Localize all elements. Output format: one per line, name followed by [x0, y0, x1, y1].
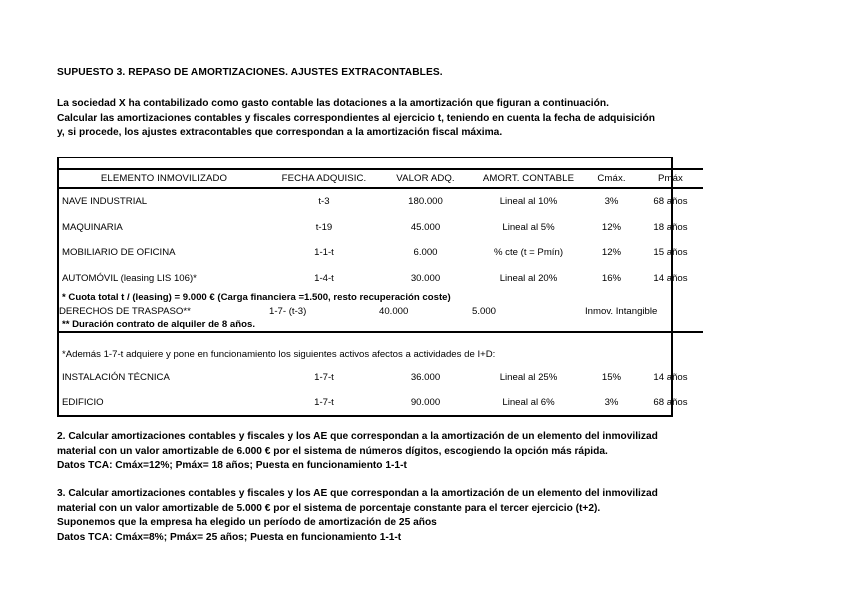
question-2: 2. Calcular amortizaciones contables y f… [57, 430, 848, 474]
amortization-table-container: ELEMENTO INMOVILIZADO FECHA ADQUISIC. VA… [57, 156, 703, 418]
cell-valor: 180.000 [408, 196, 443, 208]
cell-fecha: 1-7-t [314, 397, 334, 409]
question-3-line-3: Suponemos que la empresa ha elegido un p… [57, 517, 437, 529]
table-row: NAVE INDUSTRIAL t-3 180.000 Lineal al 10… [59, 188, 703, 215]
cell-fecha: 1-4-t [314, 272, 334, 284]
cell-valor: 30.000 [410, 272, 441, 284]
column-header-valor: VALOR ADQ. [379, 168, 472, 189]
table-row: EDIFICIO 1-7-t 90.000 Lineal al 6% 3% 68… [59, 390, 703, 416]
table-row: INSTALACIÓN TÉCNICA 1-7-t 36.000 Lineal … [59, 364, 703, 390]
table-section-divider-row [59, 331, 703, 345]
cell-pmax: 15 años [653, 247, 688, 259]
cell-inmov-intangible: Inmov. Intangible [585, 305, 658, 317]
footnote-traspaso-row: ** Duración contrato de alquiler de 8 añ… [59, 318, 703, 333]
column-header-amort: AMORT. CONTABLE [472, 168, 585, 189]
cell-cmax: 3% [604, 196, 619, 208]
table-top-spacer-row [59, 157, 703, 170]
cell-valor: 40.000 [379, 305, 409, 317]
cell-elemento: EDIFICIO [62, 397, 104, 409]
cell-cmax: 12% [601, 221, 622, 233]
cell-amort: Lineal al 25% [499, 371, 558, 383]
cell-pmax: 18 años [653, 221, 688, 233]
cell-elemento: INSTALACIÓN TÉCNICA [62, 371, 170, 383]
question-2-line-3: Datos TCA: Cmáx=12%; Pmáx= 18 años; Pues… [57, 460, 407, 472]
table-row: AUTOMÓVIL (leasing LIS 106)* 1-4-t 30.00… [59, 265, 703, 291]
cell-cmax: 3% [604, 397, 619, 409]
cell-amort: Lineal al 20% [499, 272, 558, 284]
cell-elemento: DERECHOS DE TRASPASO** [59, 305, 191, 317]
cell-elemento: AUTOMÓVIL (leasing LIS 106)* [62, 272, 197, 284]
footnote-leasing: * Cuota total t / (leasing) = 9.000 € (C… [62, 292, 451, 304]
cell-fecha: 1-7- (t-3) [269, 305, 307, 317]
question-3-line-2: material con un valor amortizable de 5.0… [57, 502, 601, 514]
question-3-line-1: 3. Calcular amortizaciones contables y f… [57, 488, 658, 500]
cell-elemento: MAQUINARIA [62, 221, 123, 233]
question-3: 3. Calcular amortizaciones contables y f… [57, 487, 848, 545]
footnote-traspaso: ** Duración contrato de alquiler de 8 añ… [62, 319, 255, 331]
intro-line-3: y, si procede, los ajustes extracontable… [57, 127, 503, 139]
cell-valor: 90.000 [410, 397, 441, 409]
cell-cmax: 12% [601, 247, 622, 259]
table-top-spacer-cell [59, 157, 703, 170]
document-body: SUPUESTO 3. REPASO DE AMORTIZACIONES. AJ… [57, 66, 848, 545]
cell-amort: Lineal al 5% [502, 221, 555, 233]
cell-valor: 6.000 [413, 247, 438, 259]
table-row: MAQUINARIA t-19 45.000 Lineal al 5% 12% … [59, 214, 703, 240]
cell-elemento: MOBILIARIO DE OFICINA [62, 247, 176, 259]
cell-pmax: 14 años [653, 371, 688, 383]
page-title: SUPUESTO 3. REPASO DE AMORTIZACIONES. AJ… [57, 67, 443, 78]
cell-pmax: 68 años [653, 397, 688, 409]
cell-amort: Lineal al 6% [502, 397, 555, 409]
column-header-elemento: ELEMENTO INMOVILIZADO [59, 168, 269, 189]
questions-section: 2. Calcular amortizaciones contables y f… [57, 430, 848, 545]
cell-valor: 36.000 [410, 371, 441, 383]
cell-amort: 5.000 [472, 305, 497, 317]
cell-pmax: 14 años [653, 272, 688, 284]
cell-cmax: 15% [601, 371, 622, 383]
cell-fecha: t-3 [318, 196, 330, 208]
intro-line-1: La sociedad X ha contabilizado como gast… [57, 98, 609, 109]
cell-elemento: NAVE INDUSTRIAL [62, 196, 148, 208]
cell-cmax: 16% [601, 272, 622, 284]
question-3-line-4: Datos TCA: Cmáx=8%; Pmáx= 25 años; Puest… [57, 531, 402, 543]
cell-amort: Lineal al 10% [499, 196, 558, 208]
intro-line-2: Calcular las amortizaciones contables y … [57, 112, 655, 124]
amortization-table: ELEMENTO INMOVILIZADO FECHA ADQUISIC. VA… [59, 157, 703, 416]
question-2-line-1: 2. Calcular amortizaciones contables y f… [57, 431, 658, 443]
cell-fecha: t-19 [315, 221, 333, 233]
column-header-cmax: Cmáx. [585, 168, 638, 189]
column-header-fecha: FECHA ADQUISIC. [269, 168, 379, 189]
section-note-id: *Además 1-7-t adquiere y pone en funcion… [62, 348, 496, 360]
cell-pmax: 68 años [653, 196, 688, 208]
table-section-divider-cell [59, 331, 703, 345]
cell-fecha: 1-7-t [314, 371, 334, 383]
footnote-leasing-row: * Cuota total t / (leasing) = 9.000 € (C… [59, 291, 703, 305]
table-row: MOBILIARIO DE OFICINA 1-1-t 6.000 % cte … [59, 240, 703, 266]
table-row: DERECHOS DE TRASPASO** 1-7- (t-3) 40.000… [59, 304, 703, 318]
column-header-pmax: Pmáx [638, 168, 703, 189]
section-note-row: *Además 1-7-t adquiere y pone en funcion… [59, 344, 703, 364]
table-header-row: ELEMENTO INMOVILIZADO FECHA ADQUISIC. VA… [59, 168, 703, 189]
intro-paragraph: La sociedad X ha contabilizado como gast… [57, 97, 848, 141]
cell-fecha: 1-1-t [314, 247, 334, 259]
question-2-line-2: material con un valor amortizable de 6.0… [57, 445, 608, 457]
cell-amort: % cte (t = Pmín) [493, 247, 564, 259]
cell-valor: 45.000 [410, 221, 441, 233]
